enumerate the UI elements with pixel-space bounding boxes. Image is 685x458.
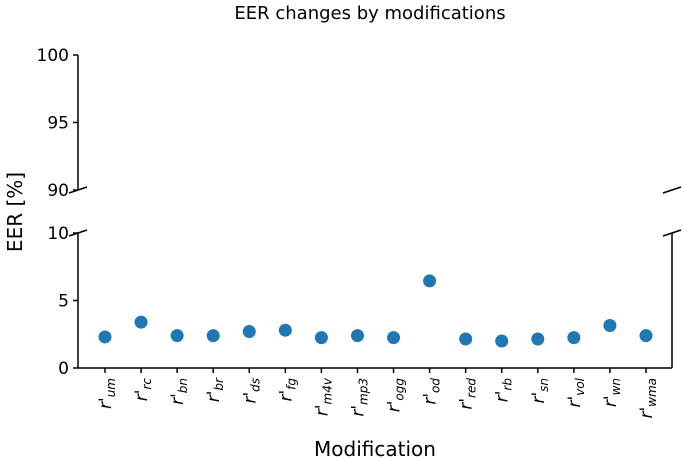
x-tick-label: r'ds (240, 378, 262, 404)
data-point (170, 329, 184, 343)
data-point (423, 274, 437, 288)
data-point (603, 318, 617, 332)
data-point (350, 329, 364, 343)
y-tick-label: 5 (58, 292, 69, 312)
chart-title: EER changes by modifications (234, 3, 505, 24)
x-tick-label: r'fg (276, 378, 298, 402)
x-tick-label: r'br (204, 377, 226, 402)
axis-break-mark (662, 186, 682, 194)
x-axis-label: Modification (314, 437, 436, 458)
x-tick-label: r'wn (601, 378, 623, 407)
x-tick-label: r'red (457, 378, 479, 410)
x-tick-label: r'od (421, 378, 443, 405)
data-point (567, 331, 581, 345)
x-tick-label: r'vol (565, 377, 587, 407)
data-point (459, 332, 473, 346)
data-point (639, 329, 653, 343)
y-axis-label: EER [%] (3, 172, 27, 252)
data-point (206, 329, 220, 343)
x-tick-label: r'rb (493, 378, 515, 403)
y-tick-label: 100 (37, 46, 69, 66)
data-point (531, 332, 545, 346)
x-tick-label: r'rc (132, 378, 154, 402)
x-tick-label: r'um (96, 378, 118, 409)
x-tick-label: r'm4v (312, 377, 334, 416)
x-tick-label: r'bn (168, 378, 190, 405)
data-point (134, 315, 148, 329)
data-point (98, 330, 112, 344)
data-point (242, 325, 256, 339)
axis-break-mark (662, 229, 682, 237)
y-tick-label: 0 (58, 359, 69, 379)
y-tick-label: 90 (47, 181, 69, 201)
data-point (314, 331, 328, 345)
y-tick-label: 10 (47, 224, 69, 244)
y-tick-label: 95 (47, 114, 69, 134)
x-tick-label: r'sn (529, 378, 551, 404)
x-tick-label: r'wma (637, 378, 659, 419)
data-point (495, 334, 509, 348)
data-point (278, 323, 292, 337)
x-tick-label: r'ogg (385, 378, 407, 413)
x-tick-label: r'mp3 (348, 378, 370, 417)
data-point (387, 331, 401, 345)
